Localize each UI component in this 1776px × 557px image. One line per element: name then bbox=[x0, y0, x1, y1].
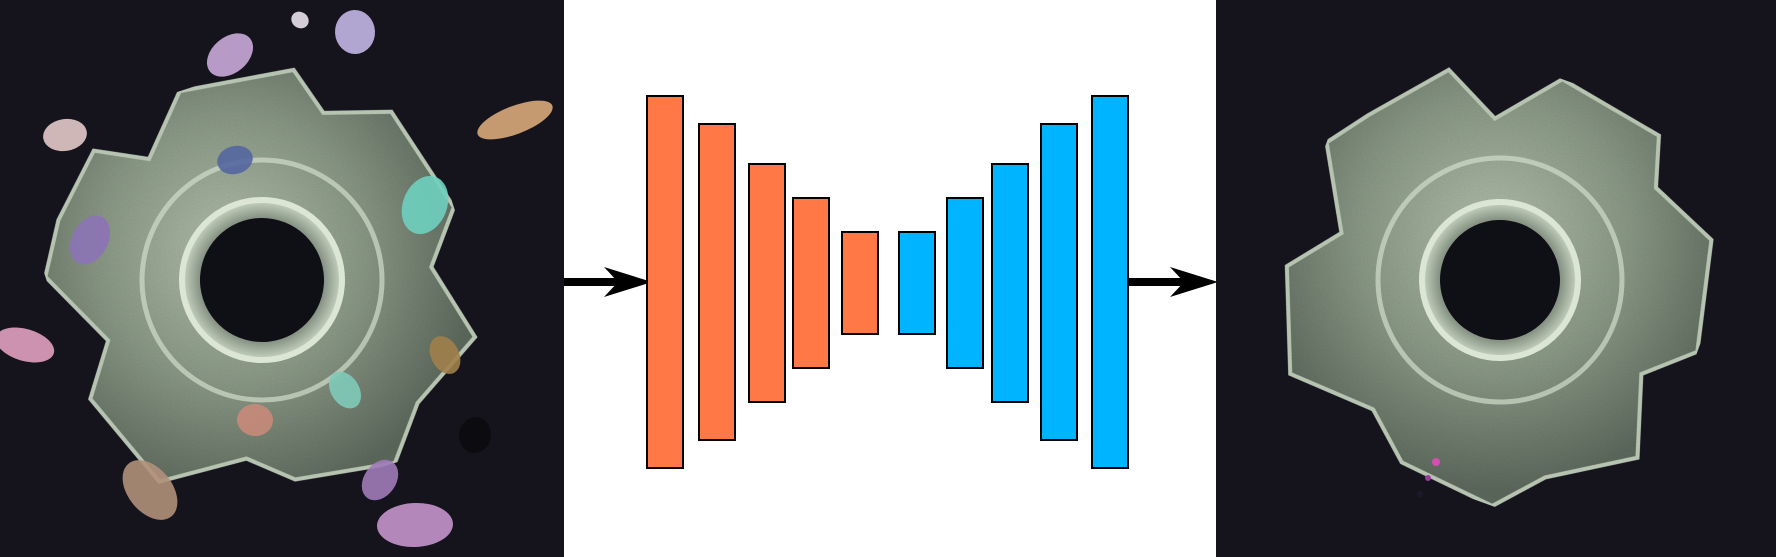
encoder bbox=[646, 95, 879, 469]
anomaly-blob bbox=[401, 175, 449, 235]
decoder-layer bbox=[946, 197, 984, 369]
output-t-nut bbox=[1284, 67, 1714, 509]
anomaly-blob bbox=[334, 10, 376, 54]
decoder-layer bbox=[991, 163, 1029, 403]
output-image-panel bbox=[1216, 0, 1776, 557]
decoder-layer bbox=[1040, 123, 1078, 441]
anomaly-blob bbox=[0, 327, 55, 363]
anomaly-blob bbox=[328, 371, 362, 409]
anomaly-blob bbox=[43, 118, 87, 152]
input-arrow bbox=[564, 267, 652, 297]
encoder-layer bbox=[646, 95, 684, 469]
residual-speck bbox=[1417, 458, 1440, 497]
output-arrow bbox=[1128, 267, 1218, 297]
input-image-panel bbox=[0, 0, 564, 557]
anomaly-blob bbox=[361, 459, 399, 501]
anomaly-blob bbox=[458, 417, 492, 453]
anomaly-blob bbox=[477, 100, 553, 140]
arrow-head bbox=[1170, 267, 1218, 297]
decoder-layer bbox=[898, 231, 936, 335]
anomaly-blob bbox=[122, 460, 178, 520]
anomaly-blob bbox=[69, 215, 111, 265]
anomaly-blob bbox=[237, 403, 273, 437]
arrow-head bbox=[604, 267, 652, 297]
encoder-layer bbox=[698, 123, 736, 441]
anomaly-blobs bbox=[0, 10, 553, 548]
anomaly-blob bbox=[429, 336, 461, 374]
encoder-layer bbox=[748, 163, 786, 403]
anomaly-blob bbox=[291, 11, 309, 29]
anomaly-blob bbox=[217, 145, 253, 175]
anomaly-blob bbox=[206, 33, 254, 77]
decoder bbox=[898, 95, 1129, 469]
decoder-layer bbox=[1091, 95, 1129, 469]
encoder-layer bbox=[841, 231, 879, 335]
input-t-nut bbox=[43, 67, 478, 484]
encoder-layer bbox=[792, 197, 830, 369]
anomaly-blob bbox=[377, 502, 453, 548]
